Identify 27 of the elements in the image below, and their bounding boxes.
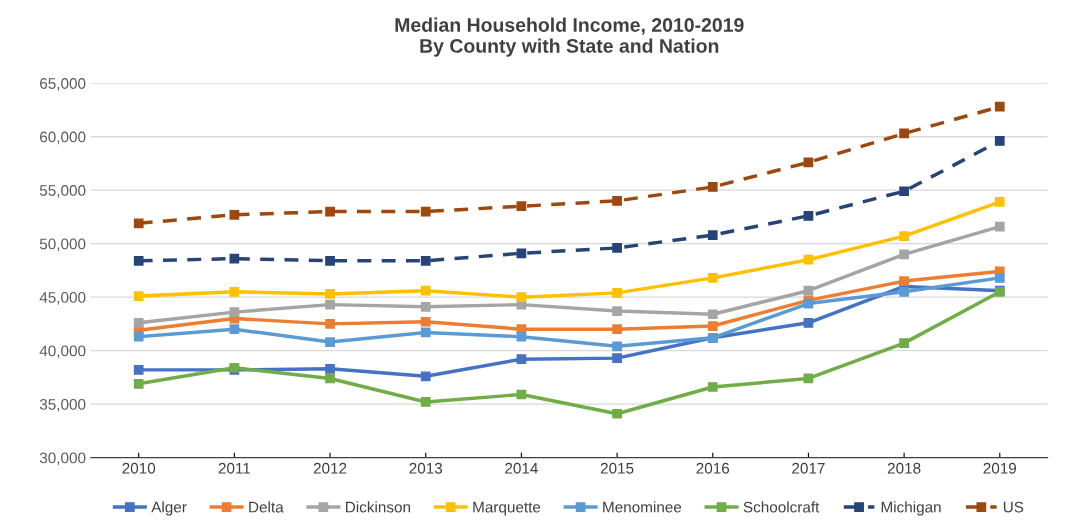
legend-label: US xyxy=(1003,501,1024,513)
legend-label: Marquette xyxy=(473,501,541,516)
x-tick-label: 2013 xyxy=(409,462,443,474)
legend-label: Alger xyxy=(151,501,187,516)
x-tick-label: 2019 xyxy=(983,462,1017,474)
y-tick-label: 30,000 xyxy=(39,452,86,466)
x-tick-label: 2017 xyxy=(792,462,825,474)
x-tick-label: 2014 xyxy=(505,462,538,474)
y-tick-label: 50,000 xyxy=(39,238,86,252)
x-tick-label: 2018 xyxy=(887,462,921,474)
y-tick-label: 40,000 xyxy=(39,345,86,359)
y-tick-label: 45,000 xyxy=(39,292,86,305)
legend-label: Dickinson xyxy=(346,501,410,513)
legend-label: Schoolcraft xyxy=(743,501,820,513)
x-tick-label: 2011 xyxy=(218,462,251,474)
x-tick-label: 2012 xyxy=(313,462,347,474)
y-tick-label: 35,000 xyxy=(39,398,86,412)
legend-label: Menominee xyxy=(603,501,682,513)
x-tick-label: 2015 xyxy=(600,462,634,474)
chart-title: Median Household Income, 2010-2019 By County with State and Nation xyxy=(395,17,744,57)
legend-label: Delta xyxy=(249,501,284,513)
y-tick-label: 55,000 xyxy=(39,185,86,198)
y-tick-label: 60,000 xyxy=(40,131,86,145)
legend-label: Michigan xyxy=(881,501,941,516)
y-tick-label: 65,000 xyxy=(40,78,86,91)
x-tick-label: 2016 xyxy=(696,462,730,474)
x-tick-label: 2010 xyxy=(122,462,156,474)
